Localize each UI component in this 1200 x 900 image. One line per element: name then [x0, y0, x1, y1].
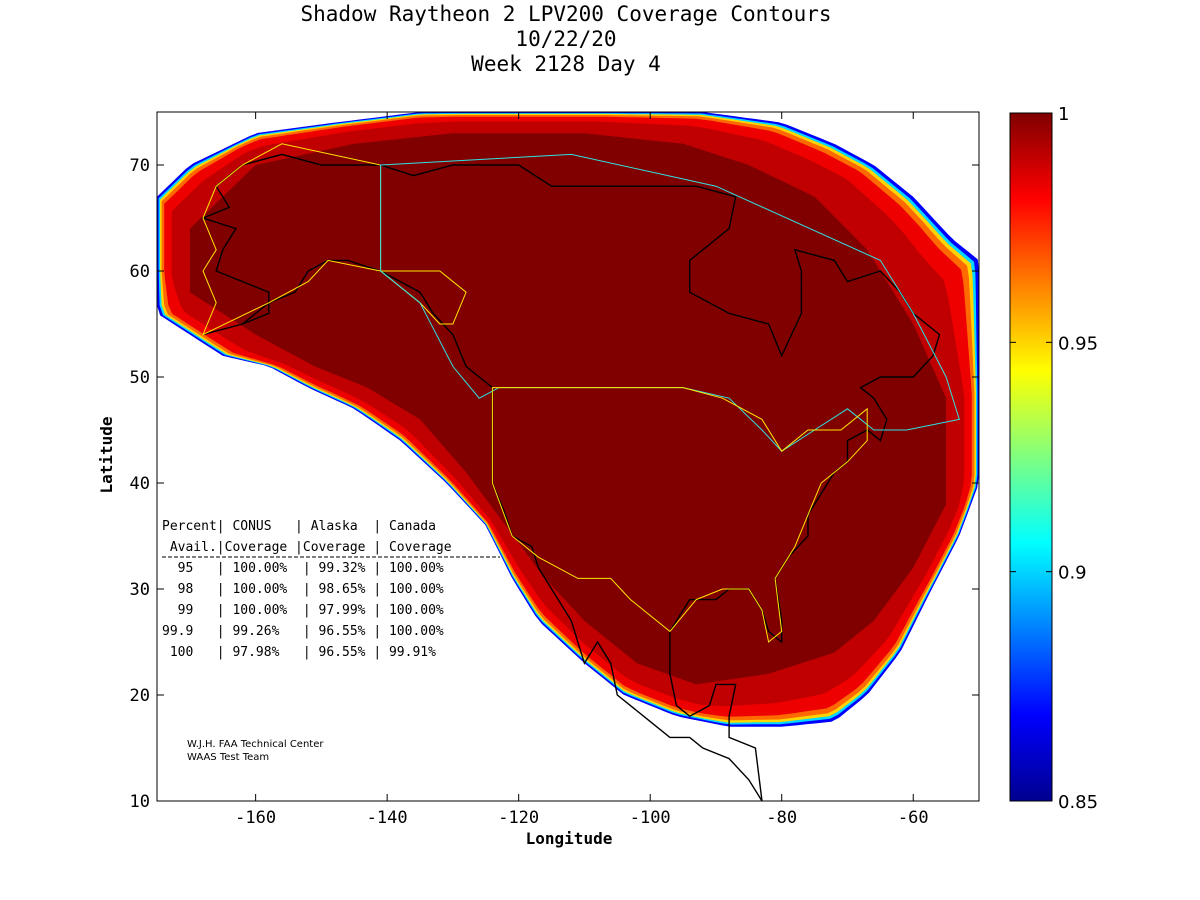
chart-title-line-3: Week 2128 Day 4	[471, 52, 661, 76]
colorbar	[1009, 112, 1053, 802]
y-tick-label: 30	[130, 580, 150, 600]
plot-frame	[156, 111, 980, 802]
coverage-table-header-2: Avail.|Coverage |Coverage | Coverage	[162, 540, 452, 555]
x-tick-label: -100	[630, 808, 671, 828]
y-tick-label: 50	[130, 368, 150, 388]
map-layer	[157, 112, 979, 801]
x-tick-label: -120	[498, 808, 539, 828]
colorbar-ticks: 0.85 0.9 0.95 1	[1010, 104, 1098, 813]
x-axis-ticks: -160 -140 -120 -100 -80 -60	[235, 112, 929, 828]
coverage-table-row: 99.9 | 99.26% | 96.55% | 100.00%	[162, 624, 444, 639]
x-axis-label: Longitude	[526, 829, 613, 848]
x-tick-label: -160	[235, 808, 276, 828]
y-axis-ticks: 10 20 30 40 50 60 70	[130, 156, 979, 812]
chart-title-line-2: 10/22/20	[515, 27, 616, 51]
colorbar-tick-label: 0.9	[1058, 563, 1087, 584]
coverage-table-row: 99 | 100.00% | 97.99% | 100.00%	[162, 603, 444, 618]
alaska-service-volume	[202, 143, 467, 336]
y-tick-label: 20	[130, 686, 150, 706]
y-tick-label: 40	[130, 474, 150, 494]
x-tick-label: -140	[367, 808, 408, 828]
coverage-table: Percent| CONUS | Alaska | Canada Avail.|…	[162, 519, 500, 660]
credit-line-1: W.J.H. FAA Technical Center	[187, 739, 324, 750]
y-tick-label: 60	[130, 262, 150, 282]
conus-service-volume	[491, 387, 868, 643]
y-axis-label: Latitude	[97, 416, 116, 493]
colorbar-tick-label: 1	[1058, 104, 1069, 125]
coverage-table-row: 98 | 100.00% | 98.65% | 100.00%	[162, 582, 444, 597]
coverage-table-row: 95 | 100.00% | 99.32% | 100.00%	[162, 561, 444, 576]
x-tick-label: -60	[898, 808, 929, 828]
credit-line-2: WAAS Test Team	[187, 752, 269, 763]
coastline	[202, 259, 763, 801]
coverage-table-row: 100 | 97.98% | 96.55% | 99.91%	[162, 645, 436, 660]
y-tick-label: 70	[130, 156, 150, 176]
colorbar-tick-label: 0.95	[1058, 333, 1098, 354]
service-volume-boundaries	[202, 143, 960, 643]
y-tick-label: 10	[130, 792, 150, 812]
colorbar-tick-label: 0.85	[1058, 792, 1098, 813]
chart-title-line-1: Shadow Raytheon 2 LPV200 Coverage Contou…	[300, 2, 831, 26]
x-tick-label: -80	[766, 808, 797, 828]
coverage-table-header-1: Percent| CONUS | Alaska | Canada	[162, 519, 436, 534]
